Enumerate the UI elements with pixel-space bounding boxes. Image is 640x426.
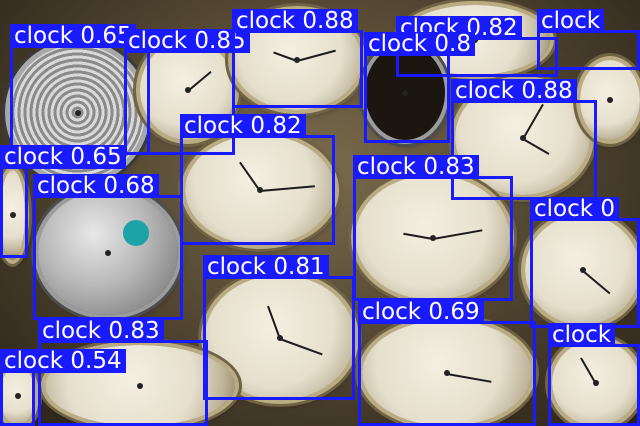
- detection-box: clock 0.83: [353, 155, 513, 301]
- detection-box: clock 0.88: [451, 79, 597, 200]
- detection-label: clock 0: [530, 197, 620, 221]
- detection-label: clock 0.69: [358, 300, 484, 324]
- detection-label: clock: [537, 9, 605, 33]
- detection-box: clock: [537, 9, 640, 70]
- detection-box: clock 0.82: [180, 114, 335, 245]
- pocket-watch-silver: [38, 190, 178, 315]
- detection-label: clock 0.8: [364, 32, 475, 56]
- detection-box: clock 0.8: [364, 32, 475, 143]
- pocket-watch: [0, 365, 35, 426]
- detection-box: clock 0: [530, 197, 640, 328]
- detection-label: clock 0.88: [451, 79, 577, 103]
- detection-box: clock 0.88: [232, 9, 363, 108]
- detection-label: clock 0.65: [10, 24, 136, 48]
- detection-box: clock 0.69: [358, 300, 536, 426]
- detection-label: clock 0.83: [353, 155, 479, 179]
- detection-label: clock 0.82: [180, 114, 306, 138]
- detection-label: clock 0.83: [38, 319, 164, 343]
- pocket-watch: [362, 320, 532, 426]
- detection-label: clock 0.85: [124, 29, 250, 53]
- detection-label: clock 0.88: [232, 9, 358, 33]
- detection-box: clock 0.68: [33, 174, 183, 320]
- detection-label: clock: [548, 323, 616, 347]
- detection-box: clock 0.65: [10, 24, 150, 155]
- detection-label: clock 0.81: [203, 255, 329, 279]
- detection-box: clock: [548, 323, 640, 426]
- detection-label: clock 0.65: [0, 145, 126, 169]
- detection-box: clock 0.81: [203, 255, 355, 400]
- pocket-watch-open-case: [365, 45, 445, 140]
- pocket-watch: [552, 340, 640, 426]
- detection-box: clock 0.54: [0, 349, 126, 426]
- detection-box: clock 0.83: [38, 319, 208, 426]
- pocket-watch: [355, 175, 510, 300]
- detection-box: clock 0.85: [124, 29, 250, 155]
- detection-box: clock 0.65: [0, 145, 126, 258]
- pocket-watch: [0, 170, 25, 260]
- detection-label: clock 0.54: [0, 349, 126, 373]
- pocket-watch: [525, 215, 640, 325]
- detection-label: clock 0.68: [33, 174, 159, 198]
